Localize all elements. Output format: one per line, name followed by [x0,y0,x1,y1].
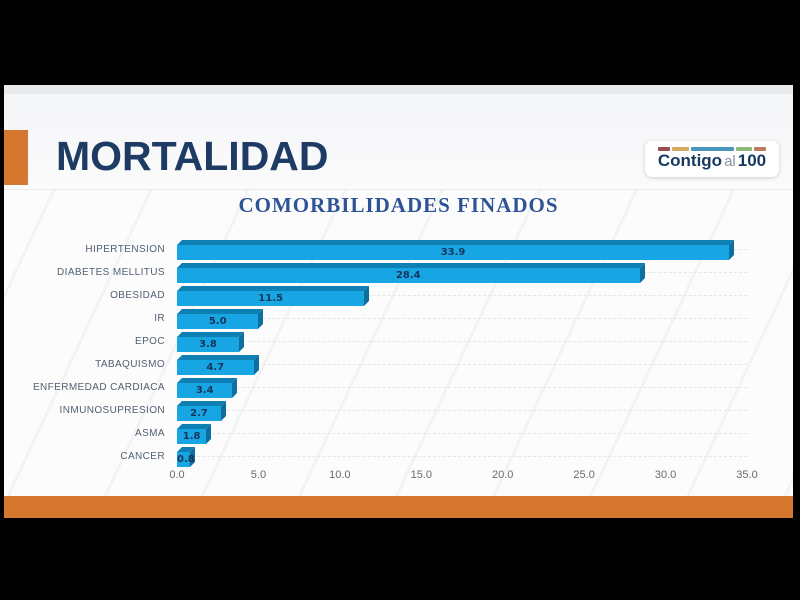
chart-row: ENFERMEDAD CARDIACA 3.4 [4,376,793,399]
value-label: 28.4 [395,270,421,281]
bar: 3.4 [177,383,233,398]
bar-track: 0.8 [177,445,747,468]
category-label: IR [154,313,165,324]
logo-stripe-segment [672,147,690,151]
gridline [177,295,747,296]
bar-track: 28.4 [177,261,747,284]
logo-stripe-segment [658,147,671,151]
x-axis-tick-label: 5.0 [250,469,267,481]
bar: 0.8 [177,452,195,467]
bar-track: 3.4 [177,376,747,399]
gridline [177,387,747,388]
category-label: HIPERTENSION [85,244,165,255]
chart-row: OBESIDAD 11.5 [4,284,793,307]
chart-row: EPOC 3.8 [4,330,793,353]
logo-text: Contigo al 100 [645,151,779,172]
logo-color-stripe [658,147,766,151]
gridline [177,456,747,457]
gridline [177,318,747,319]
gridline [177,433,747,434]
bar-track: 5.0 [177,307,747,330]
presentation-slide: MORTALIDAD Contigo al 100 COMORBILIDADES F… [4,85,793,518]
chart-row: DIABETES MELLITUS 28.4 [4,261,793,284]
chart-title: COMORBILIDADES FINADOS [238,193,559,217]
value-label: 33.9 [440,247,466,258]
gridline [177,364,747,365]
value-label: 2.7 [190,408,208,419]
value-label: 1.8 [182,431,201,442]
category-label: DIABETES MELLITUS [57,267,165,278]
value-label: 11.5 [258,293,283,304]
x-axis-tick-label: 10.0 [329,469,351,481]
bar: 4.7 [177,360,254,375]
value-label: 0.8 [177,454,195,465]
x-axis-tick-label: 25.0 [573,469,595,481]
category-label: OBESIDAD [110,290,165,301]
logo-word-contigo: Contigo [657,151,723,170]
slide-top-strip [4,85,793,94]
bar: 5.0 [177,314,259,329]
bar-track: 11.5 [177,284,747,307]
bar-track: 33.9 [177,238,747,261]
gridline [177,341,747,342]
bar-track: 4.7 [177,353,747,376]
bar-chart-plot-area: HIPERTENSION 33.9 DIABETES MELLITUS 28.4 OBE… [4,238,793,468]
logo-stripe-segment [691,147,734,151]
category-label: ENFERMEDAD CARDIACA [32,382,165,393]
logo-word-100: 100 [737,151,767,170]
bar: 11.5 [177,291,365,306]
logo-word-al: al [724,153,736,170]
category-label: INMUNOSUPRESION [59,405,165,416]
chart-row: CANCER 0.8 [4,445,793,468]
chart-row: ASMA 1.8 [4,422,793,445]
x-axis-tick-label: 35.0 [736,469,758,481]
value-label: 3.8 [199,339,217,350]
category-label: TABAQUISMO [95,359,165,370]
logo-stripe-segment [753,147,766,151]
bar-track: 2.7 [177,399,747,422]
bar: 28.4 [177,268,640,283]
chart-row: TABAQUISMO 4.7 [4,353,793,376]
x-axis-tick-label: 20.0 [491,469,514,481]
page-title: MORTALIDAD [56,133,329,179]
contigo-al-100-logo: Contigo al 100 [645,141,779,177]
logo-stripe-segment [735,147,752,151]
bar-track: 3.8 [177,330,747,353]
category-label: ASMA [135,428,165,439]
chart-row: INMUNOSUPRESION 2.7 [4,399,793,422]
value-label: 4.7 [206,362,225,373]
category-label: CANCER [120,451,165,462]
category-label: EPOC [135,336,165,347]
bar: 1.8 [177,429,207,444]
bar: 2.7 [177,406,221,421]
bar-track: 1.8 [177,422,747,445]
x-axis-tick-label: 15.0 [410,469,432,481]
gridline [177,410,747,411]
bar: 33.9 [177,245,730,260]
chart-row: HIPERTENSION 33.9 [4,238,793,261]
x-axis: 0.0 5.0 10.0 15.0 20.0 25.0 30.0 35.0 [169,469,757,485]
slide-header: MORTALIDAD Contigo al 100 [4,94,793,190]
x-axis-tick-label: 0.0 [169,469,185,481]
footer-accent-bar [4,496,793,518]
header-accent-bar [4,130,28,185]
bar: 3.8 [177,337,239,352]
value-label: 5.0 [208,316,227,327]
value-label: 3.4 [195,385,214,396]
chart-row: IR 5.0 [4,307,793,330]
x-axis-tick-label: 30.0 [654,469,677,481]
